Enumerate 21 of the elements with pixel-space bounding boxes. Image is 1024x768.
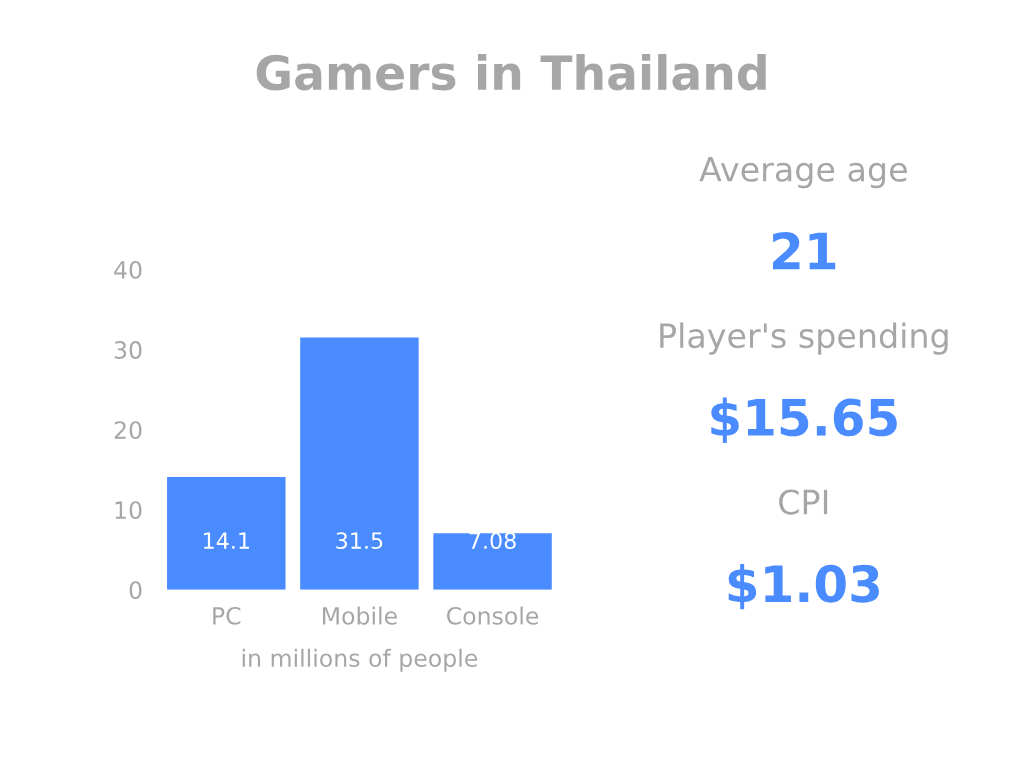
text: Average age	[699, 157, 907, 189]
text: $1.03	[728, 563, 879, 610]
x-tick-label: Console	[447, 606, 539, 625]
bar	[167, 476, 286, 590]
text: $15.65	[711, 397, 897, 443]
y-tick-label: 30	[114, 341, 142, 359]
y-tick-label: 0	[129, 581, 142, 600]
bar	[300, 337, 419, 590]
text: Player's spending	[660, 322, 948, 355]
bar	[433, 533, 552, 590]
x-tick-label: Mobile	[323, 606, 397, 625]
y-tick-label: 40	[114, 261, 142, 279]
chart-title: Gamers in Thailand	[256, 53, 766, 91]
x-tick-label: PC	[213, 606, 241, 625]
data-label: 31.5	[336, 532, 383, 550]
y-tick-label: 20	[114, 421, 142, 439]
y-tick-label: 10	[115, 501, 142, 520]
text: 21	[773, 232, 836, 270]
data-label: 14.1	[204, 532, 249, 549]
text: CPI	[779, 489, 828, 515]
x-axis-title: in millions of people	[242, 648, 478, 672]
